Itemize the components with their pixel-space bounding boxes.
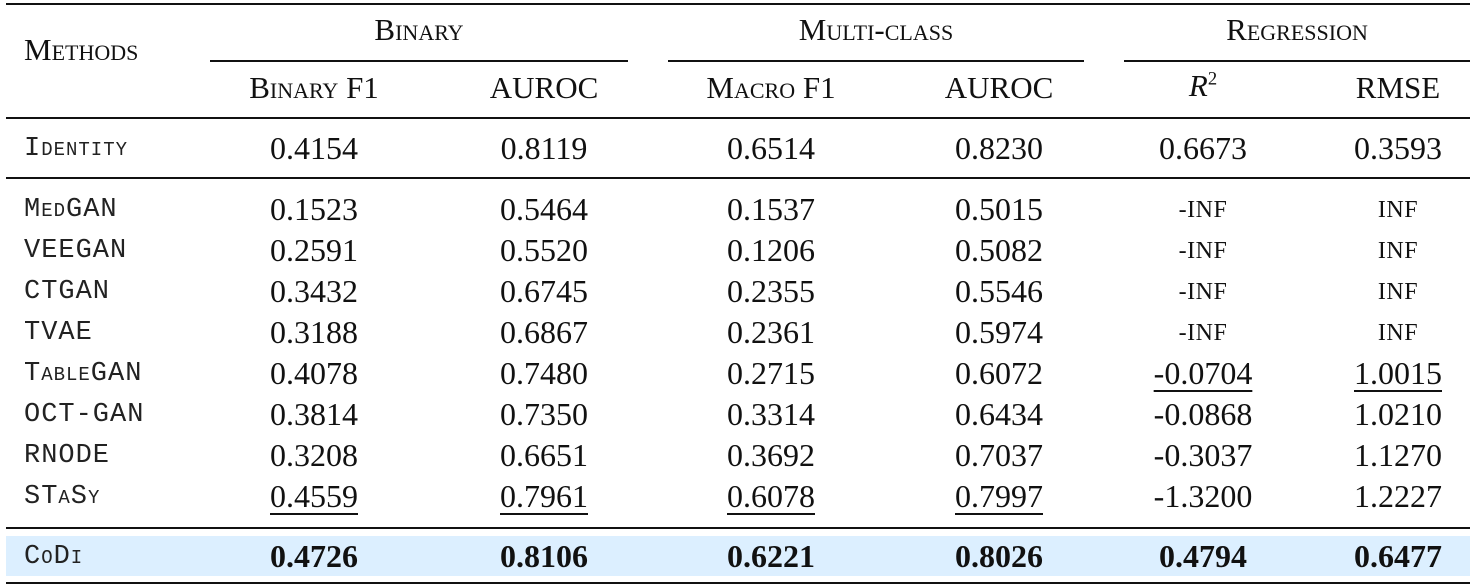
table-cell: 0.4559 xyxy=(270,478,358,514)
method-name: TableGAN xyxy=(24,359,143,389)
table-cell: INF xyxy=(1377,320,1419,346)
methods-header: Methods xyxy=(24,32,139,67)
table-cell: 0.3692 xyxy=(727,437,815,473)
table-cell: 0.6078 xyxy=(727,478,815,514)
table-cell: 0.3593 xyxy=(1354,130,1442,166)
table-cell: 0.2361 xyxy=(727,314,815,350)
table-cell: -0.0704 xyxy=(1153,355,1253,391)
group-rule-multiclass xyxy=(668,60,1084,62)
table-cell: 0.7961 xyxy=(500,478,588,514)
table-cell: INF xyxy=(1377,197,1419,223)
section-rule-1 xyxy=(6,177,1470,179)
table-cell: 0.4154 xyxy=(270,130,358,166)
table-cell: 0.5520 xyxy=(500,232,588,268)
table-cell: 0.8026 xyxy=(955,538,1043,574)
table-cell: -0.0868 xyxy=(1153,396,1253,432)
table-cell: 0.7480 xyxy=(500,355,588,391)
method-name: MedGAN xyxy=(24,195,118,225)
method-name: STaSy xyxy=(24,482,101,512)
table-cell: 1.0015 xyxy=(1354,355,1442,391)
table-cell: 0.3208 xyxy=(270,437,358,473)
table-cell: 1.1270 xyxy=(1354,437,1442,473)
column-header-binary-f1: Binary F1 xyxy=(249,70,379,105)
header-rule xyxy=(6,117,1470,119)
group-header-regression: Regression xyxy=(1226,12,1368,47)
table-cell: 0.4794 xyxy=(1159,538,1247,574)
group-header-binary: Binary xyxy=(374,12,464,47)
table-cell: 0.5546 xyxy=(955,273,1043,309)
table-cell: 0.6477 xyxy=(1354,538,1442,574)
table-cell: 0.4078 xyxy=(270,355,358,391)
table-cell: 0.6434 xyxy=(955,396,1043,432)
table-cell: 0.6072 xyxy=(955,355,1043,391)
table-cell: INF xyxy=(1377,238,1419,264)
table-cell: 0.5082 xyxy=(955,232,1043,268)
method-name: RNODE xyxy=(24,441,111,471)
bottom-rule xyxy=(6,582,1470,584)
table-cell: -INF xyxy=(1178,238,1228,264)
table-cell: 0.8230 xyxy=(955,130,1043,166)
table-cell: -0.3037 xyxy=(1153,437,1253,473)
table-cell: 0.6745 xyxy=(500,273,588,309)
table-cell: 0.6651 xyxy=(500,437,588,473)
table-cell: 0.8106 xyxy=(500,538,588,574)
table-cell: 0.6673 xyxy=(1159,130,1247,166)
table-cell: -INF xyxy=(1178,279,1228,305)
table-cell: 0.1523 xyxy=(270,191,358,227)
highlight-row-band xyxy=(6,536,1470,576)
group-rule-regression xyxy=(1124,60,1470,62)
table-cell: 0.2591 xyxy=(270,232,358,268)
table-cell: 0.5464 xyxy=(500,191,588,227)
table-cell: 0.4726 xyxy=(270,538,358,574)
table-cell: 0.3188 xyxy=(270,314,358,350)
method-name: TVAE xyxy=(24,318,93,348)
method-name: CoDi xyxy=(24,542,84,572)
table-cell: 0.7037 xyxy=(955,437,1043,473)
group-rule-binary xyxy=(210,60,628,62)
table-cell: 0.7350 xyxy=(500,396,588,432)
table-cell: 0.8119 xyxy=(500,130,588,166)
column-header-multiclass-auroc: AUROC xyxy=(944,70,1054,105)
table-cell: 0.5974 xyxy=(955,314,1043,350)
table-cell: 0.6514 xyxy=(727,130,815,166)
column-header-r2: R2 xyxy=(1188,68,1218,103)
column-header-macro-f1: Macro F1 xyxy=(706,70,836,105)
section-rule-2 xyxy=(6,527,1470,529)
table-cell: 0.7997 xyxy=(955,478,1043,514)
group-header-multiclass: Multi-class xyxy=(798,12,954,47)
method-name: CTGAN xyxy=(24,277,111,307)
method-name: VEEGAN xyxy=(24,236,128,266)
table-cell: -INF xyxy=(1178,197,1228,223)
table-cell: -1.3200 xyxy=(1153,478,1253,514)
table-cell: 0.1206 xyxy=(727,232,815,268)
top-rule xyxy=(6,3,1470,5)
table-cell: 1.0210 xyxy=(1354,396,1442,432)
column-header-rmse: RMSE xyxy=(1355,70,1441,105)
table-cell: 0.6867 xyxy=(500,314,588,350)
table-cell: -INF xyxy=(1178,320,1228,346)
table-cell: 0.3314 xyxy=(727,396,815,432)
table-cell: 0.6221 xyxy=(727,538,815,574)
table-cell: INF xyxy=(1377,279,1419,305)
table-cell: 1.2227 xyxy=(1354,478,1442,514)
method-name: Identity xyxy=(24,134,129,164)
table-cell: 0.5015 xyxy=(955,191,1043,227)
table-cell: 0.2715 xyxy=(727,355,815,391)
table-cell: 0.3432 xyxy=(270,273,358,309)
table-cell: 0.1537 xyxy=(727,191,815,227)
column-header-binary-auroc: AUROC xyxy=(489,70,599,105)
method-name: OCT-GAN xyxy=(24,400,145,430)
table-cell: 0.2355 xyxy=(727,273,815,309)
table-cell: 0.3814 xyxy=(270,396,358,432)
